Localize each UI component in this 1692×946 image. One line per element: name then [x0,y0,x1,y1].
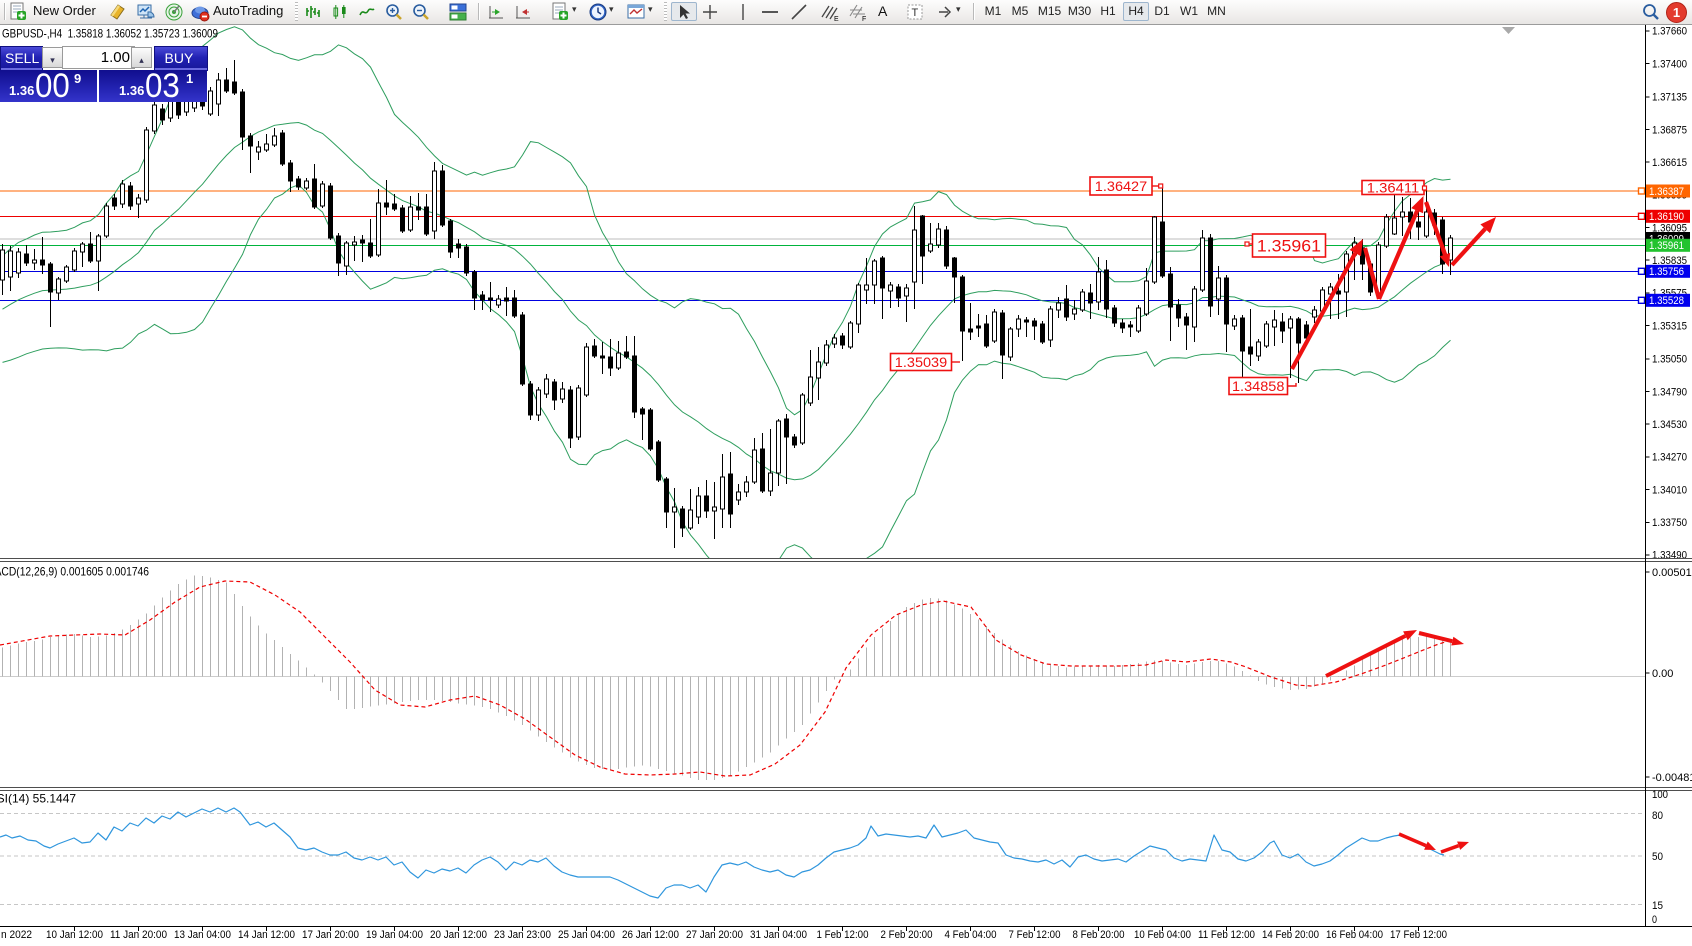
svg-text:1.35835: 1.35835 [1652,255,1687,267]
svg-text:26 Jan 12:00: 26 Jan 12:00 [622,929,679,941]
svg-text:E: E [834,16,839,22]
svg-text:1.35050: 1.35050 [1652,354,1687,366]
svg-text:1.37400: 1.37400 [1652,58,1687,70]
svg-text:1.35528: 1.35528 [1649,295,1684,307]
svg-text:1.36427: 1.36427 [1095,179,1147,194]
svg-text:n 2022: n 2022 [1,929,32,941]
svg-text:1.36095: 1.36095 [1652,222,1687,234]
svg-text:1.34530: 1.34530 [1652,419,1687,431]
svg-text:1.36411: 1.36411 [1367,180,1419,195]
svg-text:7 Feb 12:00: 7 Feb 12:00 [1009,929,1061,941]
svg-text:1.36615: 1.36615 [1652,157,1687,169]
svg-text:4 Feb 04:00: 4 Feb 04:00 [945,929,997,941]
svg-text:80: 80 [1652,810,1663,822]
svg-text:11 Feb 12:00: 11 Feb 12:00 [1198,929,1255,941]
svg-text:1.37660: 1.37660 [1652,26,1687,38]
svg-text:10 Feb 04:00: 10 Feb 04:00 [1134,929,1191,941]
svg-text:1 Feb 12:00: 1 Feb 12:00 [817,929,869,941]
svg-text:1.35961: 1.35961 [1649,240,1684,252]
svg-text:1.33750: 1.33750 [1652,517,1687,529]
svg-text:1.35756: 1.35756 [1649,266,1684,278]
svg-text:17 Feb 12:00: 17 Feb 12:00 [1390,929,1447,941]
svg-text:1.35961: 1.35961 [1257,237,1321,255]
svg-text:31 Jan 04:00: 31 Jan 04:00 [750,929,807,941]
svg-text:20 Jan 12:00: 20 Jan 12:00 [430,929,487,941]
svg-text:1.34270: 1.34270 [1652,452,1687,464]
svg-text:100: 100 [1652,789,1668,801]
svg-text:0: 0 [1652,914,1657,926]
svg-text:16 Feb 04:00: 16 Feb 04:00 [1326,929,1383,941]
svg-text:MACD(12,26,9) 0.001605 0.00174: MACD(12,26,9) 0.001605 0.001746 [0,565,149,579]
svg-text:1.36875: 1.36875 [1652,124,1687,136]
svg-text:27 Jan 20:00: 27 Jan 20:00 [686,929,743,941]
svg-text:0.005014: 0.005014 [1652,567,1692,579]
svg-text:14 Jan 12:00: 14 Jan 12:00 [238,929,295,941]
svg-text:15: 15 [1652,900,1663,912]
svg-text:2 Feb 20:00: 2 Feb 20:00 [881,929,933,941]
svg-text:1.35039: 1.35039 [895,355,947,370]
svg-text:GBPUSD-,H4 1.35818 1.36052 1.: GBPUSD-,H4 1.35818 1.36052 1.35723 1.360… [2,27,218,41]
svg-text:11 Jan 20:00: 11 Jan 20:00 [110,929,167,941]
svg-text:17 Jan 20:00: 17 Jan 20:00 [302,929,359,941]
svg-text:19 Jan 04:00: 19 Jan 04:00 [366,929,423,941]
svg-text:1.34790: 1.34790 [1652,386,1687,398]
svg-text:10 Jan 12:00: 10 Jan 12:00 [46,929,103,941]
svg-text:8 Feb 20:00: 8 Feb 20:00 [1073,929,1125,941]
svg-text:1.37135: 1.37135 [1652,92,1687,104]
svg-text:T: T [912,7,919,19]
svg-text:25 Jan 04:00: 25 Jan 04:00 [558,929,615,941]
svg-text:0.00: 0.00 [1652,668,1673,680]
svg-text:-0.004812: -0.004812 [1652,772,1692,784]
svg-text:1.34010: 1.34010 [1652,484,1687,496]
svg-text:1.35315: 1.35315 [1652,320,1687,332]
svg-text:RSI(14) 55.1447: RSI(14) 55.1447 [0,792,76,806]
svg-text:23 Jan 23:00: 23 Jan 23:00 [494,929,551,941]
svg-text:13 Jan 04:00: 13 Jan 04:00 [174,929,231,941]
svg-text:14 Feb 20:00: 14 Feb 20:00 [1262,929,1319,941]
svg-text:50: 50 [1652,851,1663,863]
svg-text:1.34858: 1.34858 [1232,379,1284,394]
svg-text:1.36387: 1.36387 [1649,186,1684,198]
svg-text:F: F [862,16,866,22]
svg-text:1.36190: 1.36190 [1649,211,1684,223]
